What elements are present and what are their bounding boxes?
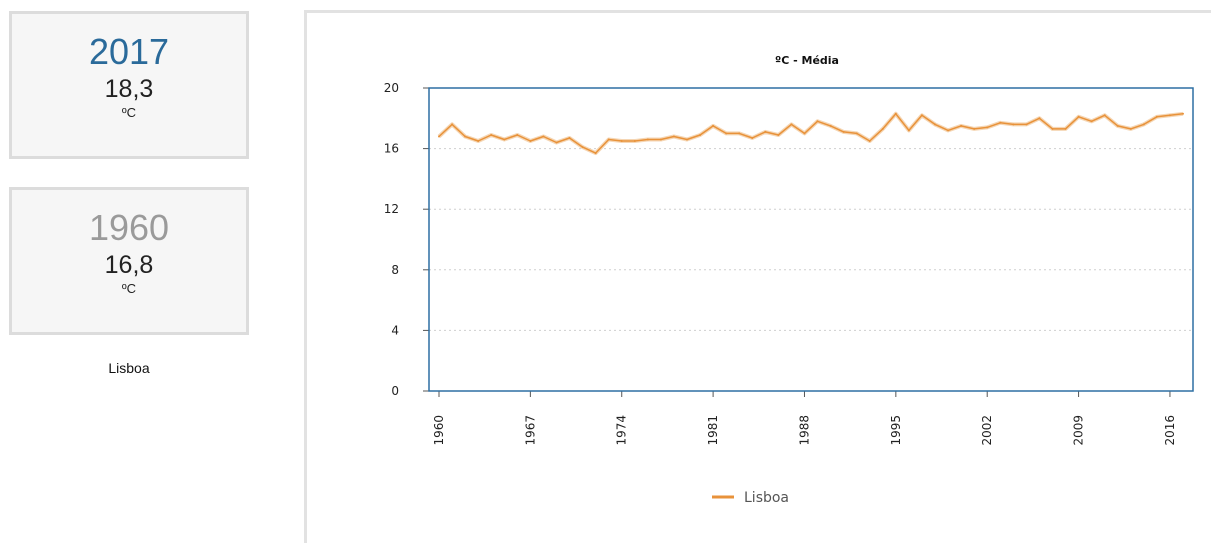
line-chart: ºC - Média 0 4 8 12 16 20 1960 1967 1974 1981 198… xyxy=(384,54,1194,506)
earliest-year: 1960 xyxy=(88,207,170,248)
x-tick-label-1967: 1967 xyxy=(523,415,537,446)
series-halo-0 xyxy=(437,111,1184,156)
data-point-1991[interactable] xyxy=(842,130,845,133)
data-point-1966[interactable] xyxy=(516,134,519,136)
location-label: Lisboa xyxy=(108,360,150,376)
x-tick-label-1981: 1981 xyxy=(706,415,720,446)
x-tick-label-2009: 2009 xyxy=(1072,415,1086,446)
data-point-1981[interactable] xyxy=(712,124,715,127)
data-point-1967[interactable] xyxy=(529,140,532,142)
data-point-1976[interactable] xyxy=(646,138,649,141)
data-point-1975[interactable] xyxy=(633,140,636,142)
series-layer xyxy=(437,111,1184,156)
data-point-1963[interactable] xyxy=(477,140,480,142)
chart-panel xyxy=(304,10,1211,543)
data-point-1970[interactable] xyxy=(568,137,571,139)
data-point-1986[interactable] xyxy=(777,134,780,136)
data-point-1983[interactable] xyxy=(738,132,741,135)
data-point-1960[interactable] xyxy=(438,135,440,138)
data-point-2002[interactable] xyxy=(986,126,989,129)
y-axis: 0 4 8 12 16 20 xyxy=(384,81,429,398)
x-tick-label-1988: 1988 xyxy=(797,415,811,446)
data-point-1992[interactable] xyxy=(855,132,858,135)
data-point-1971[interactable] xyxy=(581,146,584,149)
data-point-2001[interactable] xyxy=(973,127,976,130)
y-tick-label-4: 4 xyxy=(391,323,399,337)
data-point-2011[interactable] xyxy=(1103,114,1106,117)
latest-year-card: 2017 18,3 ºC xyxy=(9,11,249,159)
data-point-2014[interactable] xyxy=(1142,123,1145,126)
y-tick-label-12: 12 xyxy=(384,202,399,216)
data-point-1973[interactable] xyxy=(607,138,610,141)
data-point-2012[interactable] xyxy=(1116,124,1119,127)
data-point-1988[interactable] xyxy=(803,132,806,135)
series-line-0 xyxy=(438,113,1184,154)
y-tick-label-20: 20 xyxy=(384,81,399,95)
data-point-2007[interactable] xyxy=(1051,127,1054,130)
data-point-2010[interactable] xyxy=(1090,120,1093,123)
data-point-1962[interactable] xyxy=(464,135,467,138)
legend[interactable]: Lisboa xyxy=(712,490,789,506)
earliest-year-card: 1960 16,8 ºC xyxy=(9,187,249,335)
data-point-1998[interactable] xyxy=(934,123,936,126)
data-point-1979[interactable] xyxy=(686,138,688,141)
data-point-1985[interactable] xyxy=(764,130,767,133)
data-point-1980[interactable] xyxy=(699,134,702,136)
data-point-2006[interactable] xyxy=(1038,117,1041,120)
x-axis: 1960 1967 1974 1981 1988 1995 2002 2009 2016 xyxy=(432,391,1177,446)
data-point-1999[interactable] xyxy=(947,129,950,132)
y-tick-label-16: 16 xyxy=(384,142,399,156)
data-point-2009[interactable] xyxy=(1077,115,1080,118)
data-point-1969[interactable] xyxy=(555,141,558,144)
data-point-1974[interactable] xyxy=(620,140,623,142)
data-point-2004[interactable] xyxy=(1012,123,1015,126)
x-tick-label-2016: 2016 xyxy=(1163,415,1177,446)
data-point-1982[interactable] xyxy=(725,132,728,135)
data-point-1965[interactable] xyxy=(503,138,506,141)
x-tick-label-1995: 1995 xyxy=(889,415,903,446)
data-point-1997[interactable] xyxy=(920,114,923,117)
data-point-2015[interactable] xyxy=(1155,115,1158,118)
data-point-1993[interactable] xyxy=(868,140,871,142)
y-tick-label-8: 8 xyxy=(391,263,399,277)
latest-value: 18,3 xyxy=(104,75,154,103)
data-point-2008[interactable] xyxy=(1064,127,1067,130)
latest-year: 2017 xyxy=(88,31,170,72)
plot-area-border xyxy=(428,87,1194,392)
data-point-1968[interactable] xyxy=(542,135,545,138)
chart-title: ºC - Média xyxy=(775,54,839,67)
data-point-2016[interactable] xyxy=(1168,114,1171,117)
data-point-1984[interactable] xyxy=(751,137,754,139)
grid-layer xyxy=(429,148,1193,331)
latest-unit: ºC xyxy=(121,105,137,120)
data-point-1987[interactable] xyxy=(790,123,793,126)
data-point-1995[interactable] xyxy=(894,112,897,115)
data-point-2003[interactable] xyxy=(999,121,1002,124)
earliest-unit: ºC xyxy=(121,281,137,296)
data-point-1964[interactable] xyxy=(490,134,493,136)
data-point-1978[interactable] xyxy=(672,135,675,138)
data-point-1977[interactable] xyxy=(659,138,662,141)
data-point-2005[interactable] xyxy=(1025,123,1028,126)
y-tick-label-0: 0 xyxy=(391,384,399,398)
x-tick-label-2002: 2002 xyxy=(980,415,994,446)
data-point-1972[interactable] xyxy=(594,152,597,155)
x-tick-label-1960: 1960 xyxy=(432,415,446,446)
earliest-value: 16,8 xyxy=(104,251,154,279)
data-point-1996[interactable] xyxy=(907,129,910,132)
x-tick-label-1974: 1974 xyxy=(615,415,629,446)
data-point-1990[interactable] xyxy=(829,124,832,127)
legend-label-lisboa: Lisboa xyxy=(744,490,789,506)
data-point-1994[interactable] xyxy=(881,127,884,130)
data-point-2017[interactable] xyxy=(1182,112,1184,115)
data-point-1961[interactable] xyxy=(451,123,454,126)
data-point-2013[interactable] xyxy=(1129,127,1132,130)
data-point-1989[interactable] xyxy=(816,120,819,123)
data-point-2000[interactable] xyxy=(960,124,963,127)
